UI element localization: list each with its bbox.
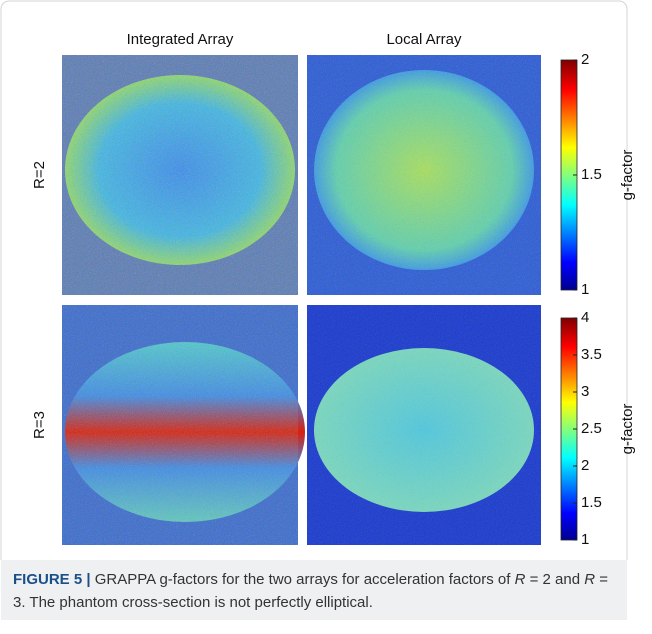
caption-text: = 3. The phantom cross-section is not pe… [13, 571, 609, 611]
caption-text: R [514, 571, 526, 588]
colorbar-label: g-factor [619, 404, 636, 455]
caption-text: R [584, 571, 596, 588]
caption-text: GRAPPA g-factors for the two arrays for … [94, 571, 515, 588]
column-title: Integrated Array [127, 31, 234, 48]
colorbar-tick-label: 2 [581, 457, 589, 474]
colorbar-tick-label: 1.5 [581, 494, 602, 511]
colorbar-tick-label: 2.5 [581, 420, 602, 437]
colorbar-tick-label: 1 [581, 281, 589, 298]
column-title: Local Array [386, 31, 462, 48]
map-image [62, 305, 305, 545]
map-image [307, 305, 541, 545]
caption-text: = 2 and [525, 571, 585, 588]
row-label: R=2 [31, 161, 48, 189]
caption-label: FIGURE 5 | [13, 571, 91, 588]
colorbar-tick-label: 3.5 [581, 346, 602, 363]
colorbar-tick-label: 4 [581, 309, 589, 326]
colorbar-tick-label: 2 [581, 51, 589, 68]
colorbar-tick-label: 1.5 [581, 166, 602, 183]
map-image [62, 55, 298, 295]
figure: Integrated Array Local Array R=2 R=3 1 1.… [0, 0, 636, 622]
map-image [307, 55, 541, 295]
row-label: R=3 [31, 411, 48, 439]
colorbar-tick-label: 3 [581, 383, 589, 400]
colorbar-label: g-factor [619, 150, 636, 201]
colorbar-tick-label: 1 [581, 531, 589, 548]
caption: FIGURE 5 | GRAPPA g-factors for the two … [1, 560, 627, 620]
